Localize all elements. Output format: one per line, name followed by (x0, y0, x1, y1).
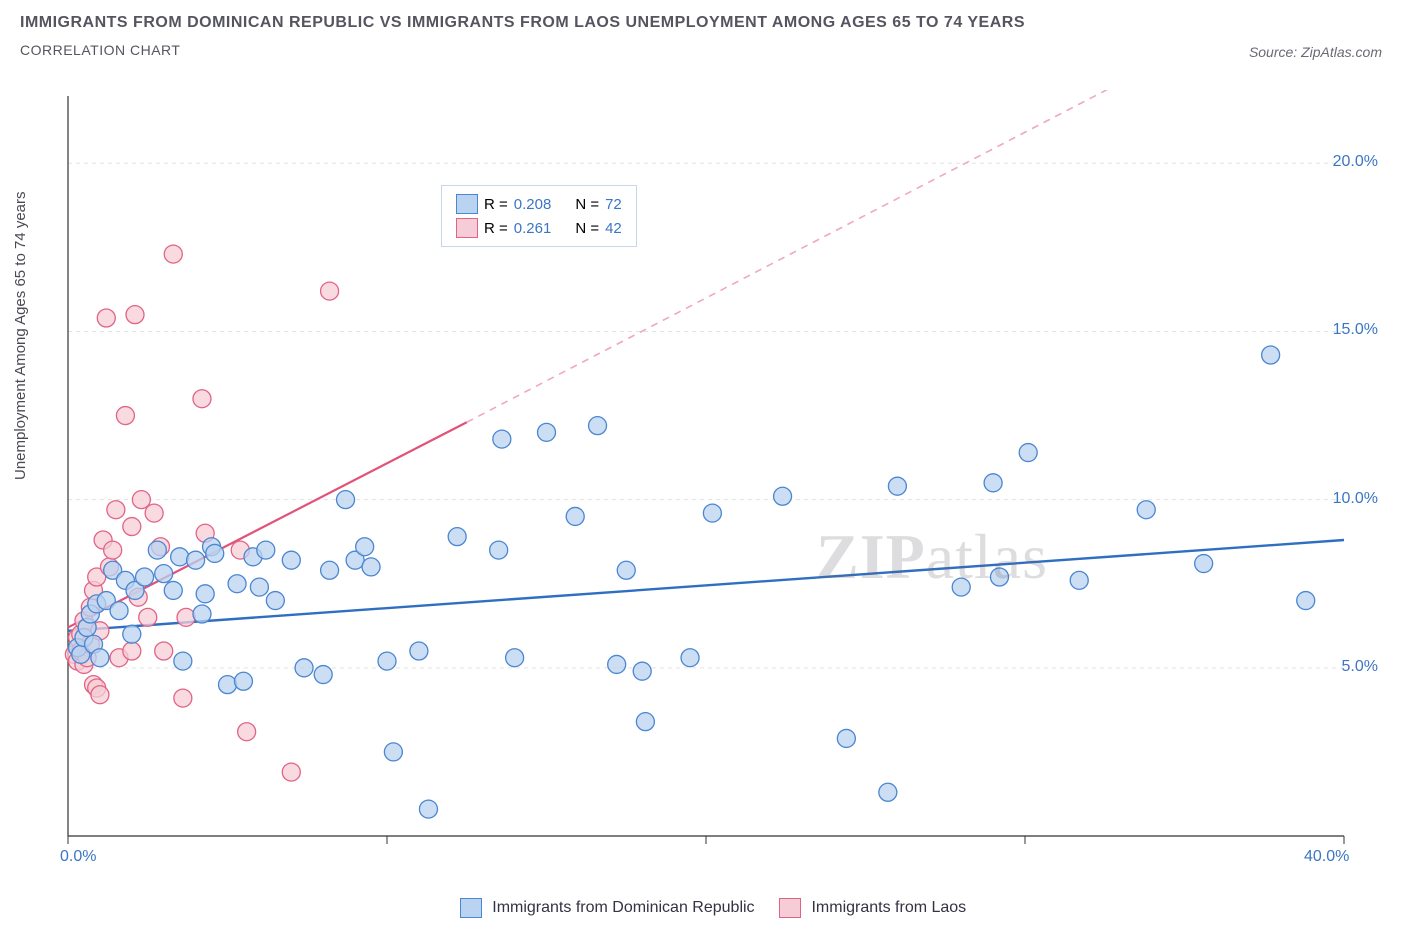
y-tick-label: 15.0% (1333, 321, 1378, 339)
legend-label-dr: Immigrants from Dominican Republic (492, 899, 754, 916)
legend-label-laos: Immigrants from Laos (811, 899, 966, 916)
x-tick-label: 0.0% (60, 848, 96, 866)
source-label: Source: ZipAtlas.com (1249, 44, 1382, 60)
r-value-laos: 0.261 (514, 220, 552, 237)
legend-swatch-laos (779, 898, 801, 918)
y-axis-label: Unemployment Among Ages 65 to 74 years (12, 191, 29, 480)
plot-area: R = 0.208 N = 72 R = 0.261 N = 42 ZIPatl… (56, 90, 1376, 860)
n-label-dr: N = (575, 196, 599, 213)
r-value-dr: 0.208 (514, 196, 552, 213)
series-legend: Immigrants from Dominican Republic Immig… (0, 898, 1406, 918)
swatch-laos (456, 218, 478, 238)
swatch-dr (456, 194, 478, 214)
scatter-svg (56, 90, 1376, 860)
chart-subtitle: CORRELATION CHART (20, 42, 1386, 58)
x-tick-label: 40.0% (1304, 848, 1349, 866)
legend-swatch-dr (460, 898, 482, 918)
n-value-dr: 72 (605, 196, 622, 213)
y-tick-label: 20.0% (1333, 153, 1378, 171)
n-value-laos: 42 (605, 220, 622, 237)
n-label-laos: N = (575, 220, 599, 237)
r-label-dr: R = (484, 196, 508, 213)
stats-legend: R = 0.208 N = 72 R = 0.261 N = 42 (441, 185, 637, 247)
r-label-laos: R = (484, 220, 508, 237)
y-tick-label: 5.0% (1342, 658, 1378, 676)
y-tick-label: 10.0% (1333, 490, 1378, 508)
chart-title: IMMIGRANTS FROM DOMINICAN REPUBLIC VS IM… (20, 10, 1386, 36)
